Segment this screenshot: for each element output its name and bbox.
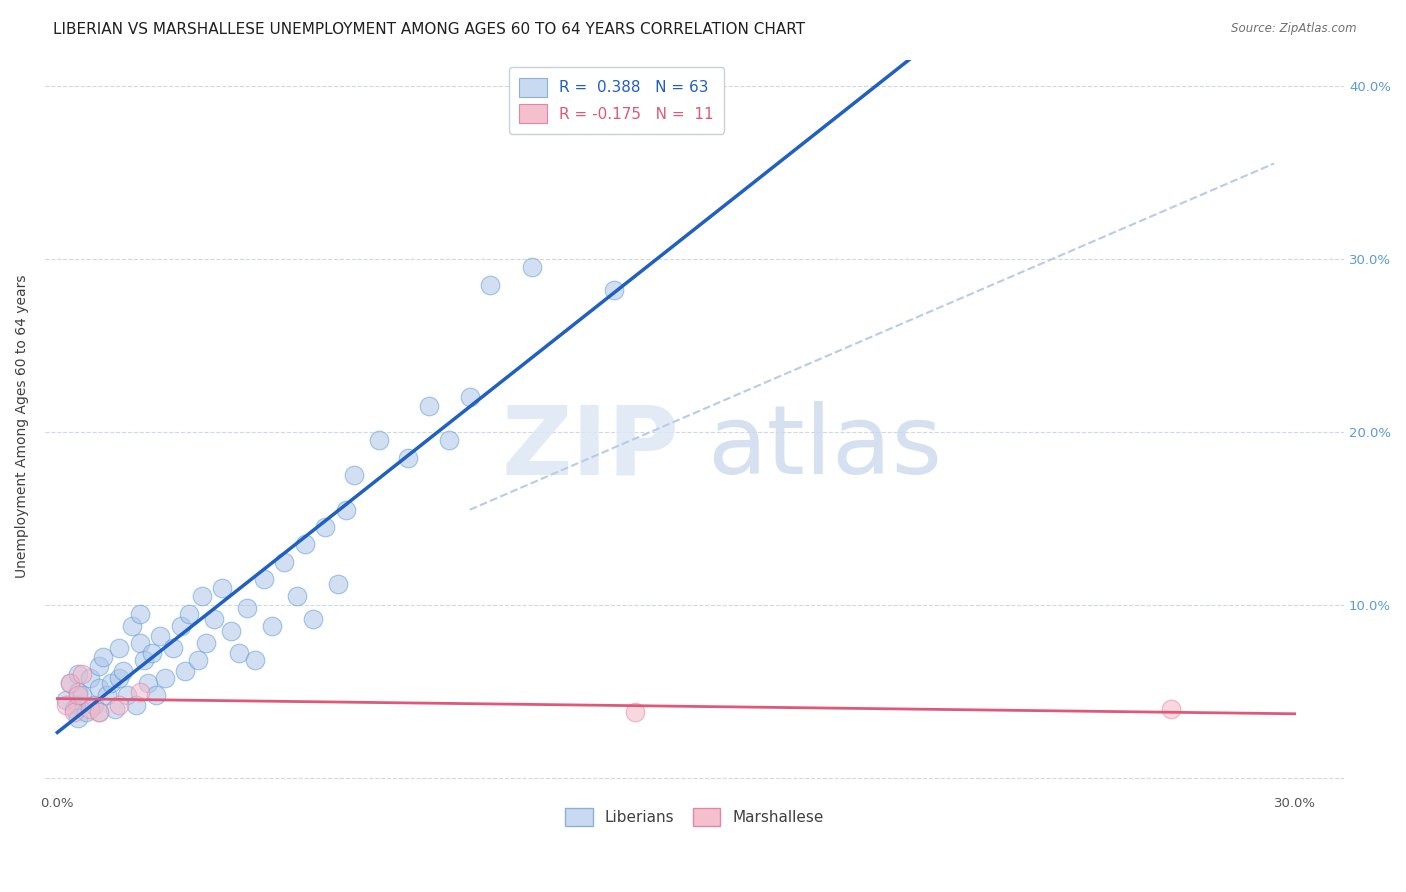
Point [302,612,325,626]
Point [79,671,101,685]
Point [273,555,295,569]
Point [170,619,193,633]
Text: LIBERIAN VS MARSHALLESE UNEMPLOYMENT AMONG AGES 60 TO 64 YEARS CORRELATION CHART: LIBERIAN VS MARSHALLESE UNEMPLOYMENT AMO… [53,22,806,37]
Point [108,698,131,713]
Point [285,590,308,604]
Text: atlas: atlas [707,401,942,494]
Point [153,671,176,685]
Point [66,688,89,702]
Point [623,706,645,720]
Point [63,706,86,720]
Point [104,702,127,716]
Point [343,468,366,483]
Point [70,688,93,702]
Point [75,706,97,720]
Point [228,647,250,661]
Point [91,649,114,664]
Point [63,702,86,716]
Point [260,619,283,633]
Point [87,658,110,673]
Text: ZIP: ZIP [502,401,679,494]
Point [87,681,110,695]
Point [174,664,197,678]
Y-axis label: Unemployment Among Ages 60 to 64 years: Unemployment Among Ages 60 to 64 years [15,274,30,577]
Point [66,667,89,681]
Point [1160,702,1182,716]
Point [603,283,626,297]
Point [520,260,543,275]
Point [128,607,150,621]
Point [294,537,316,551]
Point [396,450,419,465]
Point [87,706,110,720]
Point [179,607,201,621]
Text: Source: ZipAtlas.com: Source: ZipAtlas.com [1232,22,1357,36]
Point [79,702,101,716]
Point [190,590,212,604]
Point [187,653,209,667]
Point [100,676,122,690]
Point [211,581,233,595]
Point [194,636,217,650]
Point [141,647,163,661]
Point [145,688,167,702]
Point [117,688,139,702]
Point [219,624,242,638]
Point [418,399,440,413]
Point [136,676,159,690]
Point [162,641,184,656]
Point [59,676,82,690]
Point [252,572,274,586]
Point [314,520,336,534]
Point [66,698,89,713]
Point [128,684,150,698]
Point [87,706,110,720]
Point [132,653,155,667]
Point [121,619,143,633]
Point [66,710,89,724]
Point [59,676,82,690]
Point [236,601,259,615]
Point [96,688,118,702]
Point [202,612,225,626]
Point [55,698,77,713]
Point [458,390,481,404]
Point [245,653,267,667]
Point [479,277,502,292]
Point [149,629,172,643]
Point [125,698,148,713]
Point [326,577,349,591]
Point [70,667,93,681]
Point [55,693,77,707]
Legend: Liberians, Marshallese: Liberians, Marshallese [555,798,834,836]
Point [83,698,105,713]
Point [335,502,357,516]
Point [128,636,150,650]
Point [112,664,135,678]
Point [66,684,89,698]
Point [437,434,460,448]
Point [108,641,131,656]
Point [108,671,131,685]
Point [368,434,391,448]
